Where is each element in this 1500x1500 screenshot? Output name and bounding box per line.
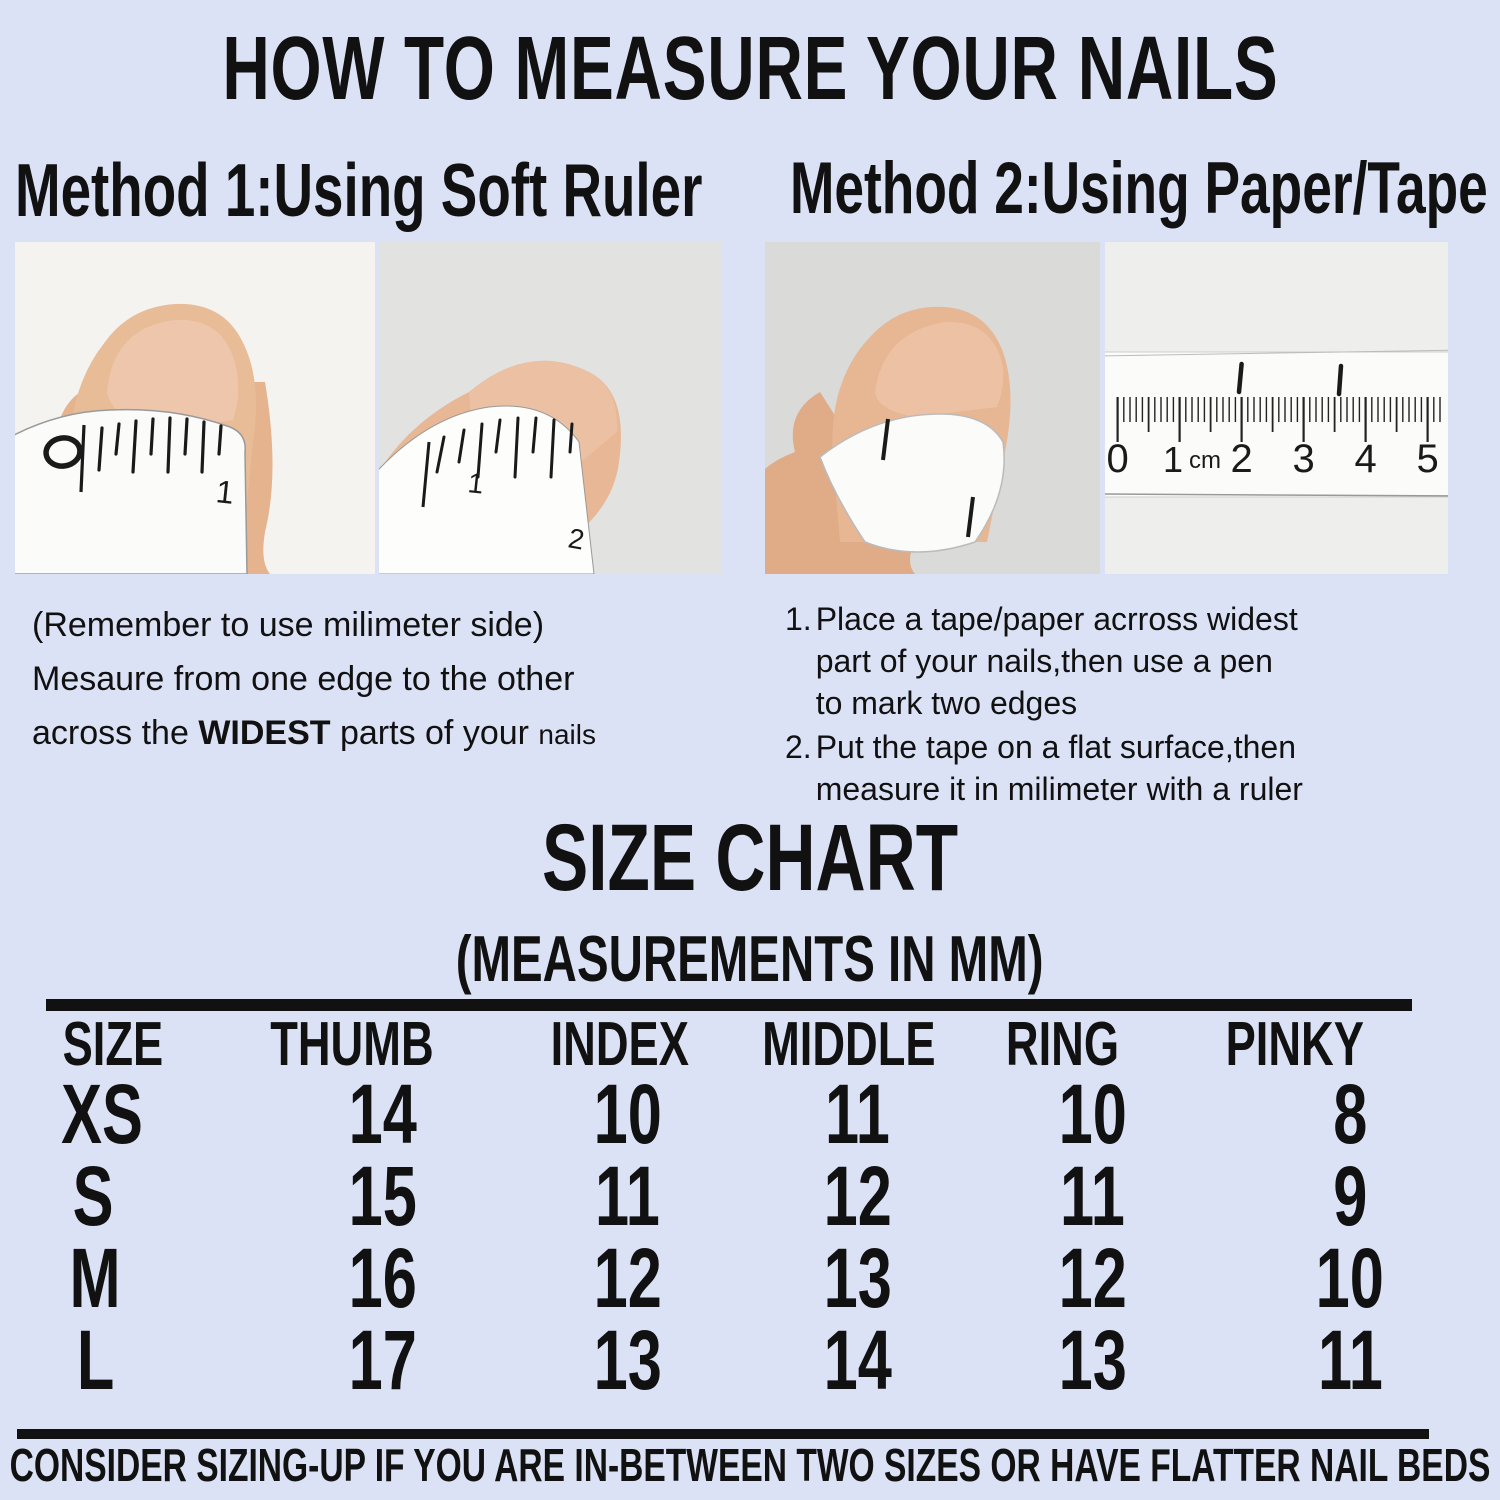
svg-text:2: 2 xyxy=(1230,437,1252,481)
svg-text:cm: cm xyxy=(1189,447,1221,474)
svg-text:0: 0 xyxy=(1106,437,1128,481)
svg-text:3: 3 xyxy=(1292,437,1314,481)
svg-text:1: 1 xyxy=(1163,439,1183,480)
svg-text:1: 1 xyxy=(466,467,485,499)
svg-text:1: 1 xyxy=(214,473,235,511)
svg-text:4: 4 xyxy=(1354,437,1376,481)
svg-text:5: 5 xyxy=(1416,437,1438,481)
